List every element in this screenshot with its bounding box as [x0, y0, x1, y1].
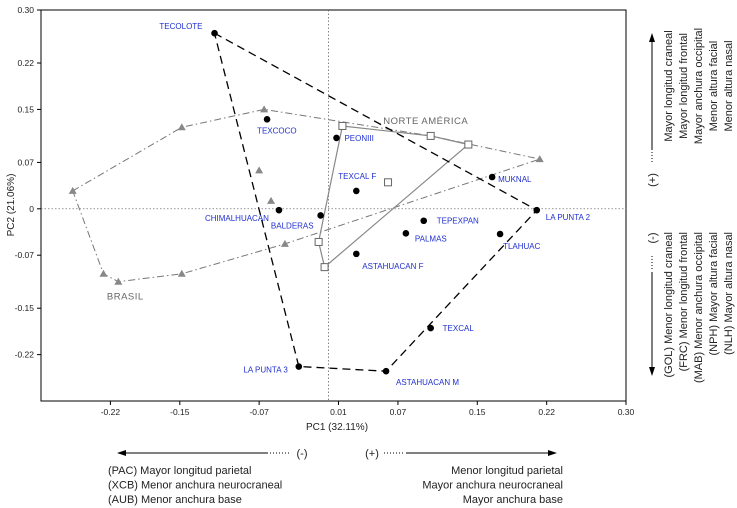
mexico-point [427, 324, 434, 332]
point-label: ASTAHUACAN M [396, 378, 459, 387]
right-negative-line: (NPH) Mayor altura facial [708, 232, 720, 355]
mexico-point [488, 173, 496, 181]
point-label: TLAHUAC [503, 242, 541, 251]
y-tick-label: 0.22 [17, 58, 34, 68]
norte-america-point [320, 263, 329, 272]
right-annotation: (+) (-) Mayor longitud craneal Mayor long… [647, 28, 735, 383]
mexico-point [211, 29, 218, 37]
y-tick-label: -0.07 [15, 250, 35, 260]
point-label: TECOLOTE [159, 22, 202, 31]
arrow-up-head-icon [649, 33, 655, 42]
point-label: TEXCAL F [338, 172, 376, 181]
arrow-left-head-icon [117, 450, 126, 456]
brasil-point [535, 155, 544, 163]
right-negative-sign: (-) [647, 233, 659, 244]
bottom-right-line: Mayor anchura neurocraneal [422, 480, 563, 492]
mexico-point [333, 134, 340, 142]
brasil-point [177, 269, 186, 277]
bottom-annotation: (-) (+) (PAC) Mayor longitud parietal (XC… [108, 448, 563, 506]
norte-america-point [464, 140, 473, 149]
point-label: ASTAHUACAN F [362, 262, 423, 271]
norte-america-point [338, 121, 347, 130]
y-tick-label: 0.07 [17, 157, 34, 167]
y-tick-label: 0 [29, 204, 34, 214]
x-axis-label: PC1 (32.11%) [306, 422, 368, 433]
point-label: BALDERAS [271, 221, 314, 230]
y-tick-label: -0.15 [15, 303, 35, 313]
x-tick-label: 0.30 [618, 407, 635, 417]
point-label: TEXCAL [443, 324, 475, 333]
arrow-right-head-icon [548, 450, 557, 456]
y-tick-label: 0.15 [17, 104, 34, 114]
brasil-point [267, 196, 276, 204]
norte-america-point [426, 131, 435, 140]
brasil-hull [72, 108, 542, 283]
right-negative-line: (FRC) Menor longitud frontal [678, 232, 690, 371]
plot-frame [40, 9, 627, 402]
mexico-point [263, 116, 271, 123]
right-positive-line: Mayor anchura occipital [693, 28, 705, 144]
mexico-point [353, 250, 360, 258]
bottom-right-line: Mayor anchura base [463, 494, 563, 506]
norte-america-hull [317, 125, 470, 269]
y-tick-label: 0.30 [17, 5, 34, 15]
bottom-left-line: (AUB) Menor anchura base [108, 494, 242, 506]
y-tick-label: -0.22 [15, 350, 35, 360]
mexico-hull [213, 31, 538, 372]
norte-america-point [384, 178, 393, 187]
group-label: BRASIL [107, 292, 144, 303]
point-label: LA PUNTA 2 [546, 213, 591, 222]
mexico-point [533, 206, 541, 214]
brasil-point [99, 269, 108, 277]
right-negative-line: (GOL) Menor longitud craneal [663, 232, 675, 378]
right-positive-sign: (+) [647, 173, 659, 187]
right-negative-line: (NLH) Mayor altura nasal [723, 232, 735, 355]
y-axis-label: PC2 (21.06%) [6, 174, 17, 237]
group-label: NORTE AMÉRICA [383, 116, 468, 127]
x-tick-label: -0.15 [170, 407, 190, 417]
x-tick-label: 0.15 [469, 407, 486, 417]
brasil-point [255, 166, 264, 174]
mexico-point [275, 206, 283, 214]
point-label: PALMAS [415, 234, 447, 243]
right-positive-line: Mayor longitud craneal [663, 30, 675, 141]
bottom-left-line: (XCB) Menor anchura neurocraneal [108, 480, 282, 492]
point-label: TEXCOCO [257, 126, 297, 135]
brasil-point [68, 186, 77, 194]
x-tick-label: -0.22 [101, 407, 121, 417]
bottom-negative-sign: (-) [297, 448, 308, 460]
right-positive-line: Menor altura facial [708, 41, 720, 132]
brasil-point [114, 277, 123, 285]
point-label: LA PUNTA 3 [243, 366, 288, 375]
norte-america-point [314, 237, 323, 246]
x-tick-label: -0.07 [249, 407, 269, 417]
x-tick-label: 0.01 [330, 407, 347, 417]
arrow-down-head-icon [649, 367, 655, 376]
bottom-positive-sign: (+) [365, 448, 379, 460]
brasil-point [260, 105, 269, 113]
bottom-right-line: Menor longitud parietal [451, 465, 563, 477]
x-tick-label: 0.22 [538, 407, 555, 417]
point-label: PEONIII [344, 134, 373, 143]
mexico-point [402, 230, 410, 237]
x-tick-label: 0.07 [390, 407, 407, 417]
point-label: TEPEXPAN [437, 217, 479, 226]
right-positive-line: Mayor longitud frontal [678, 33, 690, 139]
mexico-point [496, 230, 504, 238]
mexico-point [353, 187, 360, 195]
brasil-point [177, 123, 186, 131]
mexico-point [295, 363, 303, 370]
bottom-left-line: (PAC) Mayor longitud parietal [108, 465, 251, 477]
mexico-point [382, 367, 390, 375]
mexico-point [420, 217, 428, 225]
point-label: CHIMALHUACAN [205, 214, 269, 223]
right-negative-line: (MAB) Menor anchura occipital [693, 232, 705, 383]
right-positive-line: Menor altura nasal [723, 40, 735, 131]
point-label: MUKNAL [498, 175, 532, 184]
brasil-point [280, 239, 289, 247]
mexico-point [317, 212, 324, 219]
